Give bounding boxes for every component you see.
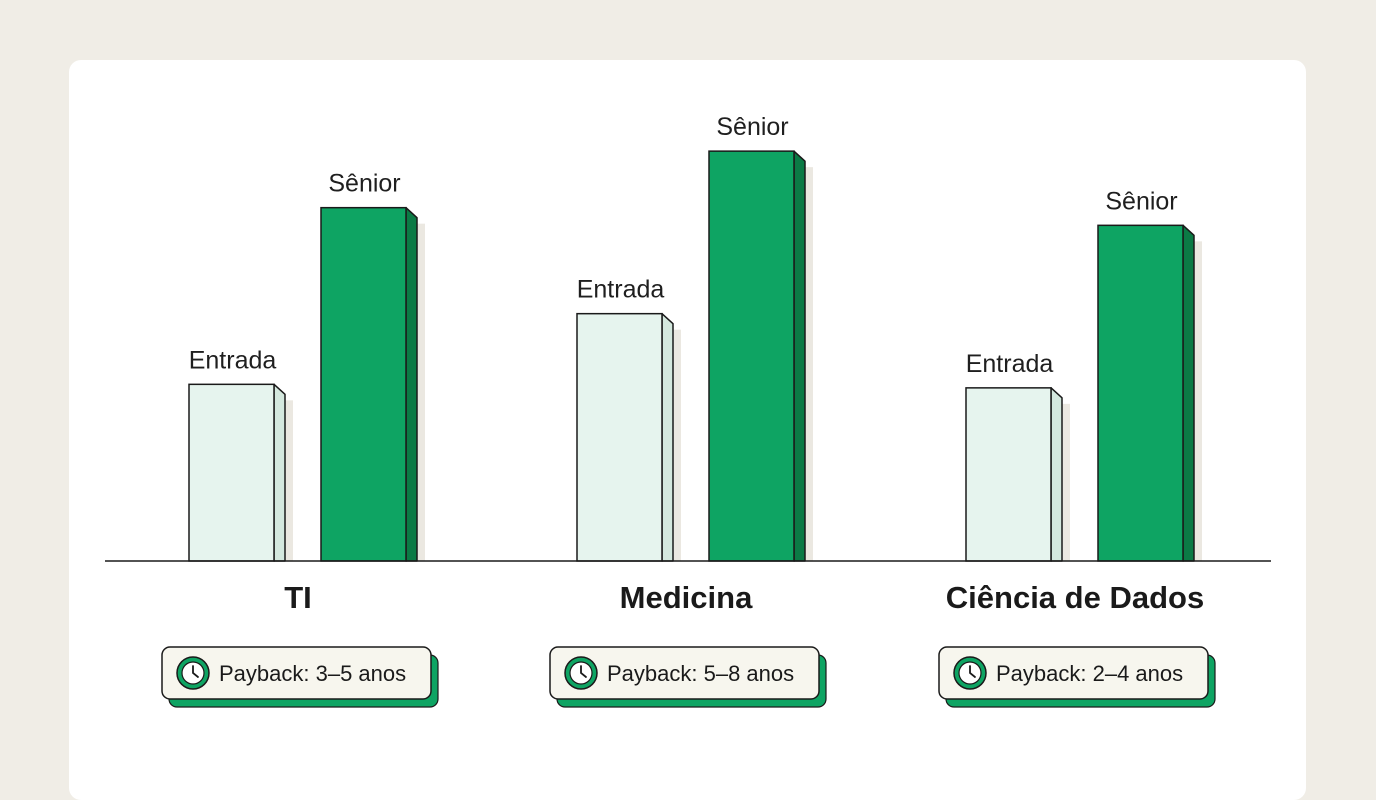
payback-badge [549,646,820,700]
category-label: Ciência de Dados [946,580,1204,615]
category-label: TI [284,580,312,615]
bar-senior [708,150,795,562]
bar-side [273,383,286,562]
bar-shadow [285,400,293,561]
bar-senior [320,206,407,562]
payback-badge [938,646,1209,700]
bar-label-senior: Sênior [328,170,400,198]
payback-text: Payback: 5–8 anos [607,661,794,686]
bar-label-senior: Sênior [716,113,788,141]
bar-shadow [805,167,813,561]
bar-shadow [1062,403,1070,561]
bar-shadow [673,329,681,561]
category-label: Medicina [620,580,753,615]
clock-icon [564,656,598,690]
bar-side [661,312,674,562]
clock-icon [176,656,210,690]
bar-senior [1097,224,1184,562]
bar-side [1050,387,1063,562]
clock-icon [953,656,987,690]
payback-badge [161,646,432,700]
bar-entry [188,383,275,562]
payback-text: Payback: 3–5 anos [219,661,406,686]
chart-card: Entrada Sênior TI Payback: 3–5 anos Entrada S… [69,60,1306,800]
bar-entry [576,312,663,562]
bar-side [793,150,806,562]
bar-side [405,206,418,562]
payback-text: Payback: 2–4 anos [996,661,1183,686]
bar-label-entry: Entrada [577,276,665,304]
bar-label-entry: Entrada [966,350,1054,378]
bar-entry [965,387,1052,562]
chart-canvas: Entrada Sênior TI Payback: 3–5 anos Entrada S… [105,113,1271,708]
bar-label-entry: Entrada [189,346,277,374]
bar-shadow [417,223,425,561]
bar-shadow [1194,241,1202,562]
bar-side [1182,224,1195,562]
bar-label-senior: Sênior [1105,187,1177,215]
